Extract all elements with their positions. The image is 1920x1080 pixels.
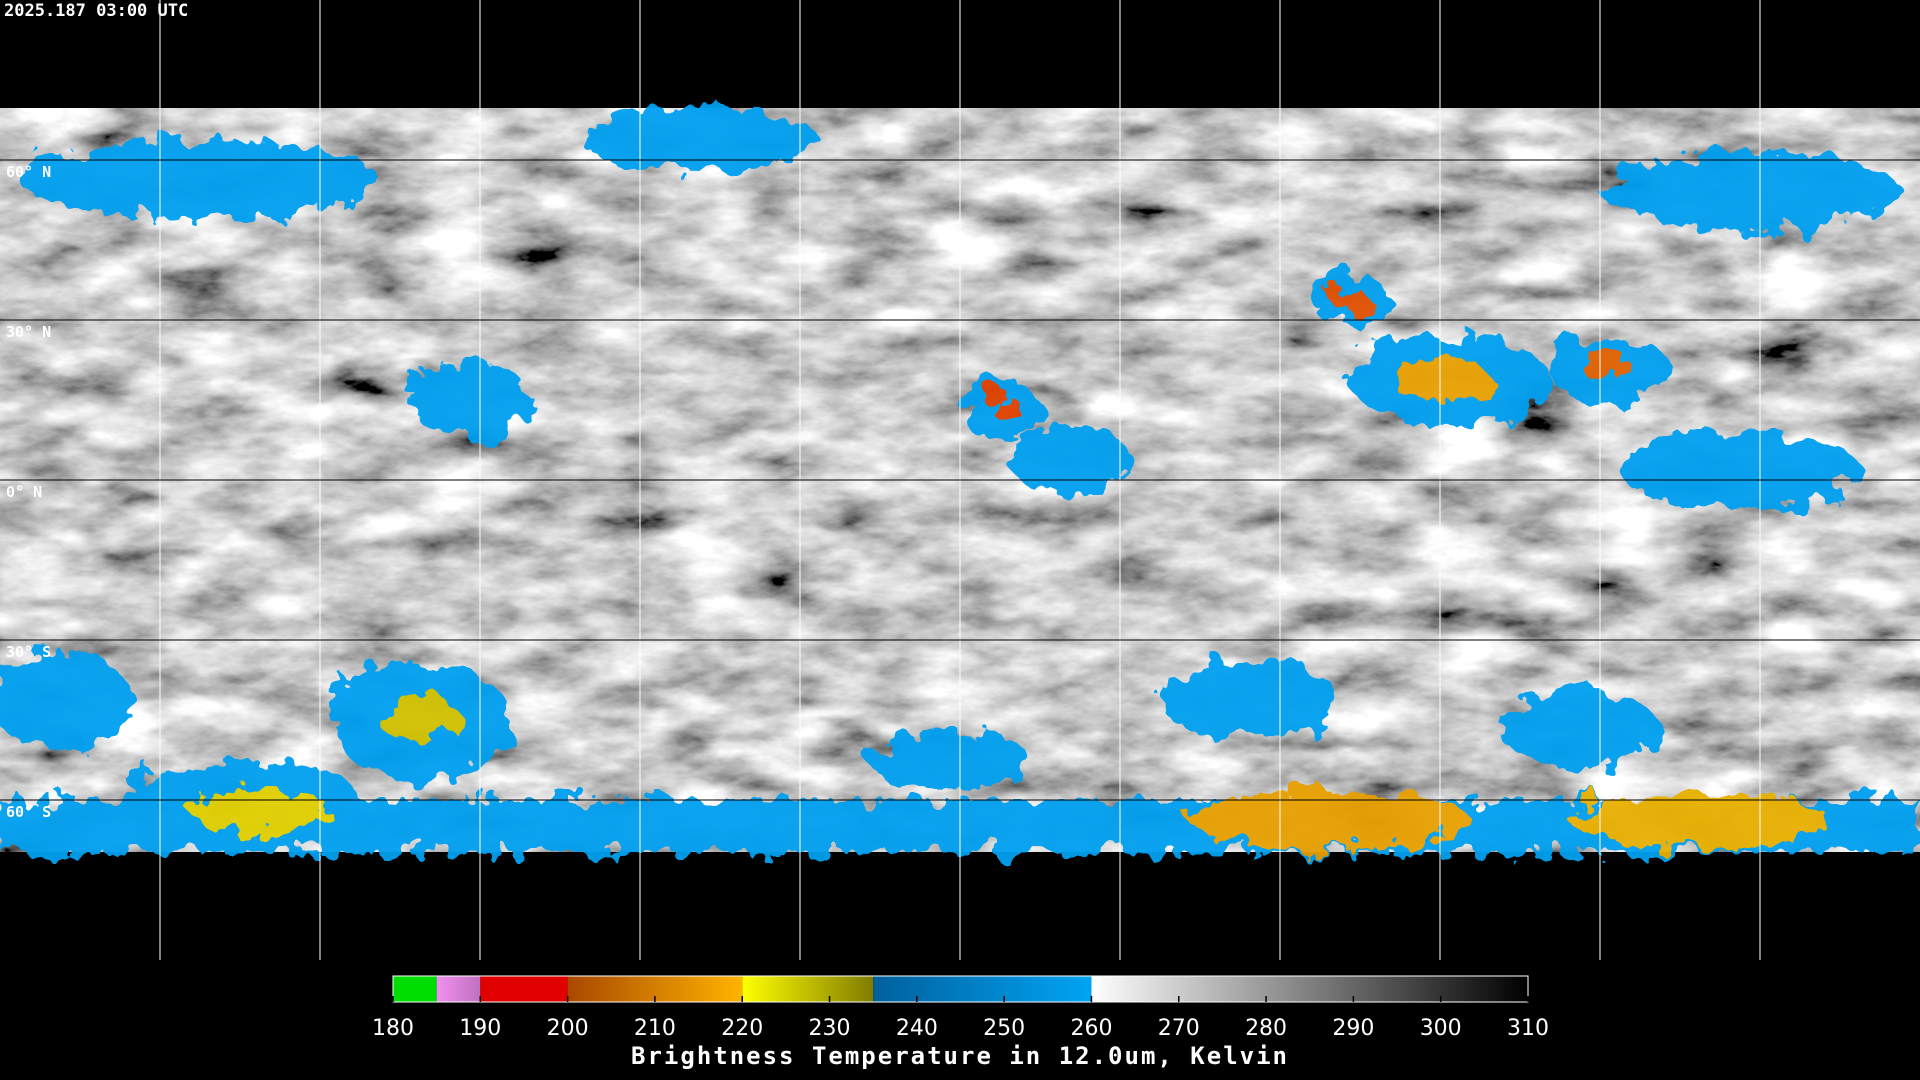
latitude-label: 0° N [6,483,42,501]
colorbar-frame [392,975,1529,1003]
colorbar-tick-label: 220 [721,1016,763,1041]
latitude-label: 30° S [6,643,51,661]
colorbar-segment [480,976,568,1002]
latitude-label: 30° N [6,323,51,341]
latitude-label: 60° S [6,803,51,821]
colorbar-tick-label: 210 [634,1016,676,1041]
colorbar-title: Brightness Temperature in 12.0um, Kelvin [631,1042,1289,1070]
colorbar-tick-label: 230 [809,1016,851,1041]
colorbar-tick-label: 310 [1507,1016,1549,1041]
colorbar-tick-label: 290 [1332,1016,1374,1041]
colorbar-tick-label: 260 [1070,1016,1112,1041]
colorbar-segment [873,976,1092,1002]
colorbar-tick-label: 240 [896,1016,938,1041]
latitude-label: 60° N [6,163,51,181]
colorbar-tick-label: 180 [372,1016,414,1041]
colorbar-segment [742,976,874,1002]
colorbar-tick-label: 200 [547,1016,589,1041]
colorbar-segment [1091,976,1528,1002]
colorbar-segment [393,976,437,1002]
colorbar-segment [436,976,481,1002]
colorbar: 180 190 200 210 220 230 240 250 260 270 280 290 300 3… [372,975,1549,1041]
colorbar-tick-label: 190 [459,1016,501,1041]
colorbar-tick-label: 280 [1245,1016,1287,1041]
colorbar-tick-label: 250 [983,1016,1025,1041]
colorbar-tick-label: 300 [1420,1016,1462,1041]
colorbar-tick-label: 270 [1158,1016,1200,1041]
latitude-labels: 60° N 30° N 0° N 30° S 60° S [6,163,51,821]
timestamp: 2025.187 03:00 UTC [4,1,188,21]
latitude-lines [0,159,1920,801]
